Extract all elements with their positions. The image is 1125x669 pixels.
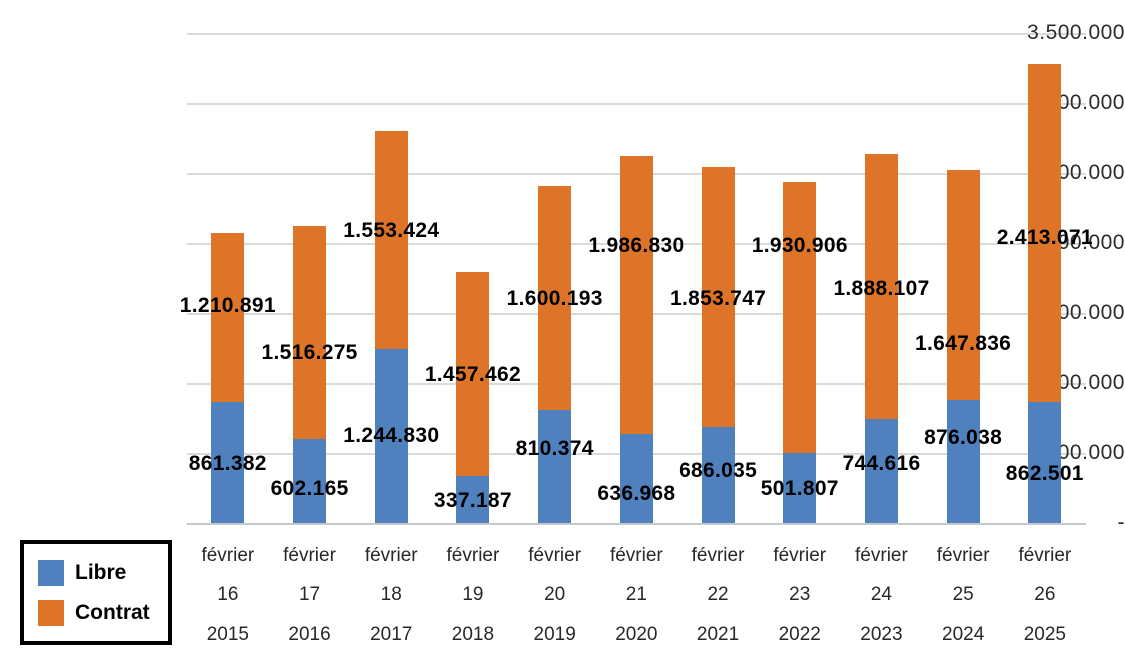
y-tick-label: 3.500.000 bbox=[1027, 21, 1125, 44]
bar-segment-contrat-2015 bbox=[211, 232, 245, 403]
legend-item-libre: Libre bbox=[38, 559, 168, 586]
legend-item-contrat: Contrat bbox=[38, 599, 168, 626]
data-label-contrat: 1.647.836 bbox=[915, 332, 1012, 355]
x-tick-label: février bbox=[773, 545, 827, 566]
x-tick-label: 2015 bbox=[206, 624, 249, 645]
x-tick-label: 2017 bbox=[370, 624, 413, 645]
bar-segment-contrat-2024 bbox=[946, 169, 980, 401]
x-tick-label: 21 bbox=[625, 584, 647, 605]
data-label-libre: 636.968 bbox=[597, 482, 676, 505]
x-tick-label: février bbox=[691, 545, 745, 566]
x-tick-label: 16 bbox=[217, 584, 239, 605]
bar-segment-libre-2019 bbox=[538, 409, 572, 523]
x-tick-label: 17 bbox=[298, 584, 321, 605]
y-tick-label: 500.000 bbox=[1045, 441, 1125, 464]
x-tick-label: février bbox=[446, 545, 500, 566]
bar-segment-libre-2015 bbox=[211, 402, 245, 523]
bar-segment-libre-2018 bbox=[456, 475, 490, 523]
x-tick-label: 2024 bbox=[942, 624, 985, 645]
bar-segment-contrat-2022 bbox=[783, 182, 817, 453]
x-tick-label: 2020 bbox=[615, 624, 658, 645]
x-tick-label: 2021 bbox=[696, 624, 740, 645]
data-label-contrat: 1.516.275 bbox=[261, 341, 358, 364]
data-label-libre: 501.807 bbox=[760, 477, 839, 500]
data-label-contrat: 1.210.891 bbox=[179, 294, 276, 317]
bar-segment-contrat-2016 bbox=[293, 226, 327, 439]
data-label-contrat: 1.457.462 bbox=[424, 363, 521, 386]
x-tick-label: 2023 bbox=[860, 624, 903, 645]
y-tick-label: - bbox=[1117, 511, 1125, 534]
x-tick-label: 18 bbox=[380, 584, 402, 605]
x-tick-label: 20 bbox=[544, 584, 566, 605]
data-label-contrat: 1.553.424 bbox=[343, 219, 440, 242]
bar-segment-contrat-2021 bbox=[701, 167, 735, 427]
bar-segment-libre-2022 bbox=[783, 452, 817, 523]
libre-color-swatch bbox=[38, 559, 64, 586]
data-label-contrat: 1.930.906 bbox=[751, 234, 848, 257]
data-label-contrat: 2.413.071 bbox=[996, 226, 1093, 249]
x-tick-label: février bbox=[283, 545, 336, 566]
bar-segment-libre-2025 bbox=[1028, 402, 1062, 523]
x-tick-label: 2022 bbox=[778, 624, 821, 645]
legend-label-libre: Libre bbox=[75, 560, 127, 584]
bar-segment-libre-2023 bbox=[865, 418, 898, 523]
x-tick-label: 23 bbox=[789, 584, 811, 605]
bar-segment-libre-2021 bbox=[701, 427, 735, 523]
x-tick-label: 2018 bbox=[451, 624, 495, 645]
x-tick-label: 24 bbox=[870, 584, 892, 605]
data-label-libre: 602.165 bbox=[270, 477, 349, 500]
x-tick-label: 22 bbox=[707, 584, 729, 605]
bar-segment-contrat-2018 bbox=[456, 271, 490, 476]
x-tick-label: 19 bbox=[462, 584, 484, 605]
x-tick-label: février bbox=[364, 545, 418, 566]
data-label-libre: 744.616 bbox=[842, 452, 921, 475]
contrat-color-swatch bbox=[38, 599, 64, 626]
x-tick-label: février bbox=[609, 545, 663, 566]
x-tick-label: février bbox=[1018, 545, 1072, 566]
x-tick-label: 2019 bbox=[533, 624, 576, 645]
x-tick-label: 26 bbox=[1034, 584, 1056, 605]
data-label-libre: 861.382 bbox=[188, 452, 267, 475]
data-label-libre: 686.035 bbox=[679, 459, 758, 482]
x-tick-label: février bbox=[855, 545, 908, 566]
x-axis-line bbox=[187, 523, 1086, 525]
legend: Libre Contrat bbox=[20, 540, 172, 645]
bar-segment-libre-2024 bbox=[946, 400, 980, 523]
data-label-contrat: 1.986.830 bbox=[588, 234, 685, 257]
x-tick-label: 25 bbox=[952, 584, 974, 605]
y-gridline bbox=[187, 33, 1086, 35]
data-label-contrat: 1.600.193 bbox=[506, 287, 603, 310]
data-label-libre: 1.244.830 bbox=[343, 424, 440, 447]
bar-segment-libre-2016 bbox=[293, 438, 327, 523]
bar-segment-contrat-2025 bbox=[1028, 64, 1062, 403]
bar-segment-contrat-2017 bbox=[374, 131, 408, 349]
x-tick-label: février bbox=[936, 545, 990, 566]
bar-segment-contrat-2020 bbox=[619, 155, 653, 434]
y-gridline bbox=[187, 103, 1086, 105]
x-tick-label: 2025 bbox=[1023, 624, 1066, 645]
data-label-contrat: 1.888.107 bbox=[833, 277, 930, 300]
bar-segment-libre-2020 bbox=[619, 433, 653, 523]
legend-label-contrat: Contrat bbox=[75, 600, 150, 624]
x-tick-label: février bbox=[201, 545, 255, 566]
data-label-libre: 337.187 bbox=[433, 489, 512, 512]
bar-segment-contrat-2019 bbox=[538, 185, 572, 410]
data-label-contrat: 1.853.747 bbox=[670, 287, 767, 310]
x-tick-label: 2016 bbox=[288, 624, 331, 645]
bar-segment-libre-2017 bbox=[374, 348, 408, 523]
x-tick-label: février bbox=[528, 545, 582, 566]
data-label-libre: 810.374 bbox=[515, 437, 594, 460]
data-label-libre: 862.501 bbox=[1005, 462, 1084, 485]
data-label-libre: 876.038 bbox=[924, 426, 1003, 449]
bar-segment-contrat-2023 bbox=[865, 154, 898, 419]
